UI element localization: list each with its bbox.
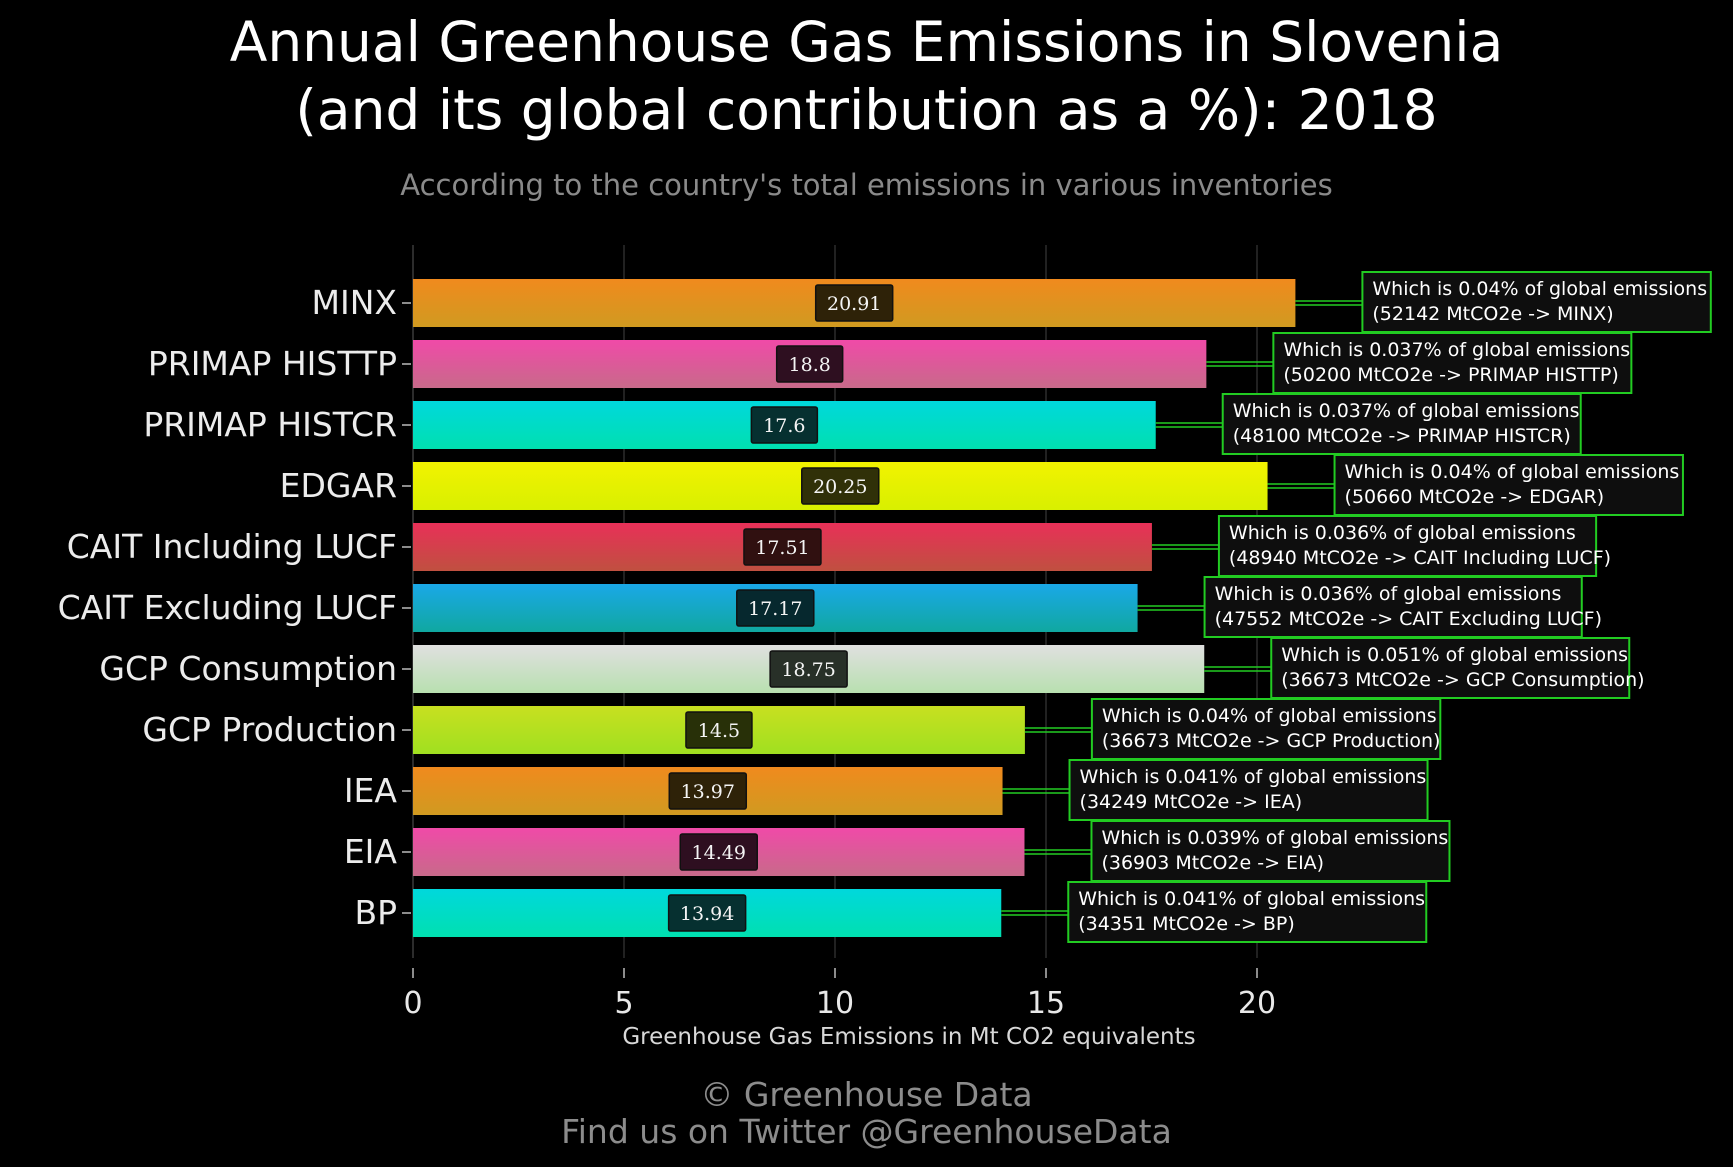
value-label-box [679, 833, 758, 871]
value-label-box [667, 894, 747, 932]
value-label: 13.97 [681, 781, 735, 803]
value-label: 20.91 [827, 293, 881, 315]
value-label: 20.25 [813, 476, 867, 498]
y-tick-label: CAIT Excluding LUCF [58, 588, 397, 627]
value-label: 14.49 [692, 842, 746, 864]
value-label: 13.94 [680, 903, 734, 925]
annotation-box [1090, 820, 1451, 882]
value-label: 18.75 [781, 659, 835, 681]
y-tick-label: CAIT Including LUCF [67, 527, 397, 566]
annotation-line1: Which is 0.051% of global emissions [1281, 644, 1628, 666]
chart-title: Annual Greenhouse Gas Emissions in Slove… [0, 8, 1733, 144]
annotation-line1: Which is 0.037% of global emissions [1233, 400, 1580, 422]
axes: 0 5 10 15 20 MINX PRIMAP HISTTP PRIMAP HISTCR ED… [58, 283, 1277, 1021]
value-label-box [685, 711, 753, 749]
value-label-box [743, 528, 822, 566]
y-tick-label: EIA [344, 832, 398, 871]
y-tick-label: MINX [312, 283, 398, 322]
annotation-line2: (34249 MtCO2e -> IEA) [1080, 791, 1303, 813]
value-label-box [769, 650, 848, 688]
annotation-line1: Which is 0.041% of global emissions [1080, 766, 1427, 788]
annotation-line2: (52142 MtCO2e -> MINX) [1372, 303, 1613, 325]
chart-title-line1: Annual Greenhouse Gas Emissions in Slove… [229, 10, 1504, 74]
value-label-box [814, 284, 894, 322]
credit-line2: Find us on Twitter @GreenhouseData [561, 1112, 1172, 1151]
annotation-line2: (36673 MtCO2e -> GCP Production) [1102, 730, 1441, 752]
annotation-box [1217, 515, 1598, 577]
chart-subtitle: According to the country's total emissio… [400, 168, 1333, 202]
annotation-line1: Which is 0.036% of global emissions [1215, 583, 1562, 605]
annotation-line2: (50200 MtCO2e -> PRIMAP HISTTP) [1283, 364, 1618, 386]
y-tick-label: EDGAR [280, 466, 397, 505]
value-label: 17.17 [748, 598, 802, 620]
value-label: 17.51 [755, 537, 809, 559]
value-label-box [801, 467, 880, 505]
x-tick-label: 5 [614, 986, 633, 1021]
y-tick-label: GCP Consumption [99, 649, 397, 688]
x-tick-label: 10 [816, 986, 854, 1021]
annotation-box [1067, 881, 1428, 943]
annotation-line1: Which is 0.04% of global emissions [1372, 278, 1707, 300]
chart-title-line2: (and its global contribution as a %): 20… [295, 78, 1438, 142]
annotation-line1: Which is 0.039% of global emissions [1101, 827, 1448, 849]
y-tick-label: PRIMAP HISTTP [148, 344, 397, 383]
annotation-line2: (34351 MtCO2e -> BP) [1078, 913, 1295, 935]
annotation-line2: (48100 MtCO2e -> PRIMAP HISTCR) [1233, 425, 1571, 447]
y-tick-label: IEA [344, 771, 398, 810]
x-tick-label: 15 [1027, 986, 1065, 1021]
annotation-line2: (36673 MtCO2e -> GCP Consumption) [1281, 669, 1644, 691]
x-axis-label: Greenhouse Gas Emissions in Mt CO2 equiv… [622, 1024, 1196, 1050]
x-tick-label: 20 [1238, 986, 1276, 1021]
annotation-line2: (48940 MtCO2e -> CAIT Including LUCF) [1229, 547, 1611, 569]
annotation-line2: (50660 MtCO2e -> EDGAR) [1345, 486, 1605, 508]
annotation-line1: Which is 0.037% of global emissions [1283, 339, 1630, 361]
annotation-line1: Which is 0.041% of global emissions [1078, 888, 1425, 910]
annotation-box [1221, 393, 1582, 455]
annotation-box [1333, 454, 1684, 516]
y-tick-label: PRIMAP HISTCR [143, 405, 397, 444]
value-label-box [775, 345, 844, 383]
annotation-line1: Which is 0.04% of global emissions [1345, 461, 1680, 483]
annotation-line1: Which is 0.04% of global emissions [1102, 705, 1437, 727]
annotation-box [1203, 576, 1583, 638]
value-label-box [668, 772, 748, 810]
bars: 20.91 18.8 17.6 20.25 17.51 17.17 18.75 14.5 13.… [413, 279, 1296, 937]
y-tick-label: BP [354, 893, 397, 932]
value-label: 18.8 [789, 354, 831, 376]
value-label: 17.6 [763, 415, 805, 437]
value-label-box [750, 406, 819, 444]
x-tick-label: 0 [403, 986, 422, 1021]
credit-line1: © Greenhouse Data [700, 1075, 1033, 1114]
annotation-box [1272, 332, 1633, 394]
y-tick-label: GCP Production [142, 710, 397, 749]
annotations: Which is 0.04% of global emissions (52142… [1001, 271, 1712, 943]
annotation-line2: (36903 MtCO2e -> EIA) [1101, 852, 1324, 874]
annotation-line1: Which is 0.036% of global emissions [1229, 522, 1576, 544]
annotation-box [1090, 698, 1442, 760]
annotation-line2: (47552 MtCO2e -> CAIT Excluding LUCF) [1215, 608, 1602, 630]
annotation-box [1270, 637, 1631, 699]
annotation-box [1068, 759, 1429, 821]
value-label-box [736, 589, 815, 627]
value-label: 14.5 [698, 720, 740, 742]
